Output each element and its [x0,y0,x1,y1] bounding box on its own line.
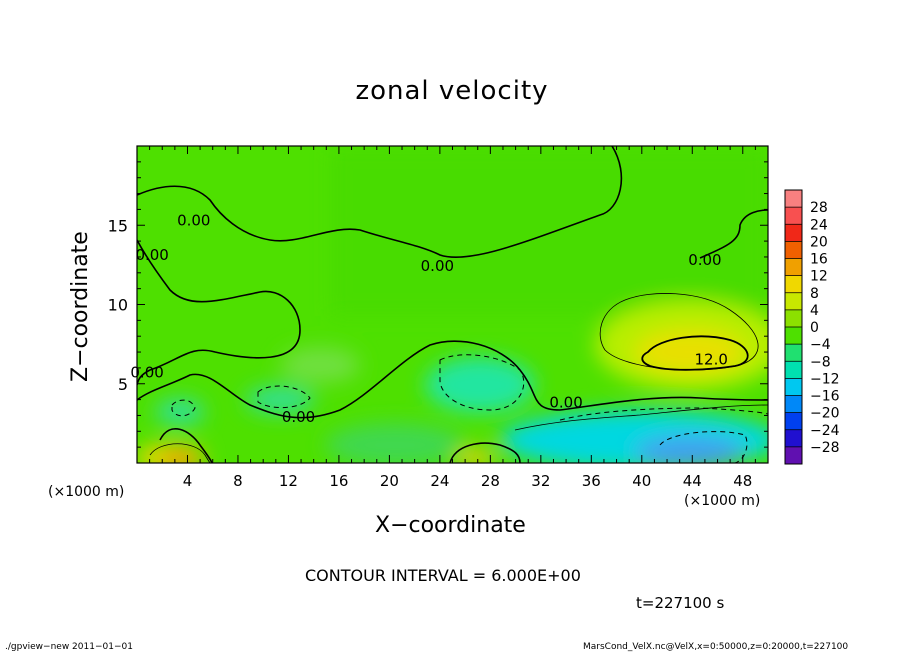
x-tick-label: 40 [632,472,651,490]
x-tick-label: 32 [531,472,550,490]
x-tick-label: 4 [183,472,193,490]
colorbar-tick-label: −16 [810,389,840,405]
contour-label: 0.00 [177,211,210,229]
x-tick-label: 36 [582,472,601,490]
colorbar-tick-label: 0 [810,320,819,336]
footer-left: ./gpview−new 2011−01−01 [5,642,133,652]
heatmap-field [137,146,768,463]
colorbar-tick-label: 8 [810,286,819,302]
colorbar-tick-label: 4 [810,303,819,319]
x-tick-label: 16 [329,472,348,490]
colorbar-swatch [785,361,802,379]
y-unit-label: (×1000 m) [48,484,125,500]
x-tick-label: 8 [233,472,243,490]
colorbar-swatch [785,224,802,242]
y-axis-ticks: 5 10 15 [108,145,768,464]
contour-labels: 0.00 0.00 0.00 0.00 0.00 0.00 0.00 12.0 [130,211,728,426]
x-tick-label: 28 [481,472,500,490]
footer-right: MarsCond_VelX.nc@VelX,x=0:50000,z=0:2000… [583,642,849,652]
contour-label: 0.00 [282,408,315,426]
colorbar-swatch [785,309,802,328]
colorbar-swatch [785,395,802,414]
x-tick-label: 12 [279,472,298,490]
x-tick-label: 44 [683,472,702,490]
colorbar-tick-label: −4 [810,337,831,353]
colorbar-swatch [785,207,802,225]
colorbar-swatch [785,446,802,465]
colorbar-tick-label: 20 [810,234,828,250]
contour-label: 0.00 [135,246,168,264]
y-tick-label: 10 [108,296,128,315]
contour-interval-note: CONTOUR INTERVAL = 6.000E+00 [305,566,581,585]
colorbar-tick-label: −20 [810,406,840,422]
colorbar-swatch [785,429,802,448]
chart-title: zonal velocity [355,76,549,106]
colorbar-swatch [785,241,802,259]
colorbar-swatch [785,412,802,431]
x-axis-ticks: 4 8 12 16 20 24 28 32 36 40 44 48 [136,146,769,490]
colorbar-tick-label: 16 [810,252,828,268]
colorbar-tick-label: −28 [810,440,840,456]
colorbar-tick-label: −8 [810,354,831,370]
contour-12 [641,335,749,371]
contour-label: 12.0 [695,351,728,369]
contour-label: 0.00 [130,363,163,381]
colorbar-tick-label: −24 [810,423,840,439]
zero-contours [137,146,768,463]
colorbar-swatch [785,275,802,294]
colorbar-tick-label: 24 [810,217,828,233]
colorbar-swatch [785,327,802,345]
contour-label: 0.00 [688,251,721,269]
x-unit-label: (×1000 m) [684,493,761,509]
colorbar-swatch [785,292,802,311]
x-tick-label: 48 [733,472,752,490]
colorbar-swatch [785,190,802,208]
y-tick-label: 15 [108,216,128,235]
colorbar-swatch [785,344,802,362]
x-tick-label: 20 [380,472,399,490]
time-stamp: t=227100 s [636,594,725,612]
y-axis-label: Z−coordinate [68,231,93,382]
colorbar-tick-label: 28 [810,200,828,216]
colorbar-swatch [785,258,802,277]
colorbar-tick-label: 12 [810,269,828,285]
y-tick-label: 5 [118,375,128,394]
contour-label: 0.00 [421,257,454,275]
colorbar-swatch [785,378,802,396]
contour-label: 0.00 [549,394,582,412]
colorbar-tick-label: −12 [810,371,840,387]
x-axis-label: X−coordinate [375,513,526,538]
x-tick-label: 24 [430,472,449,490]
